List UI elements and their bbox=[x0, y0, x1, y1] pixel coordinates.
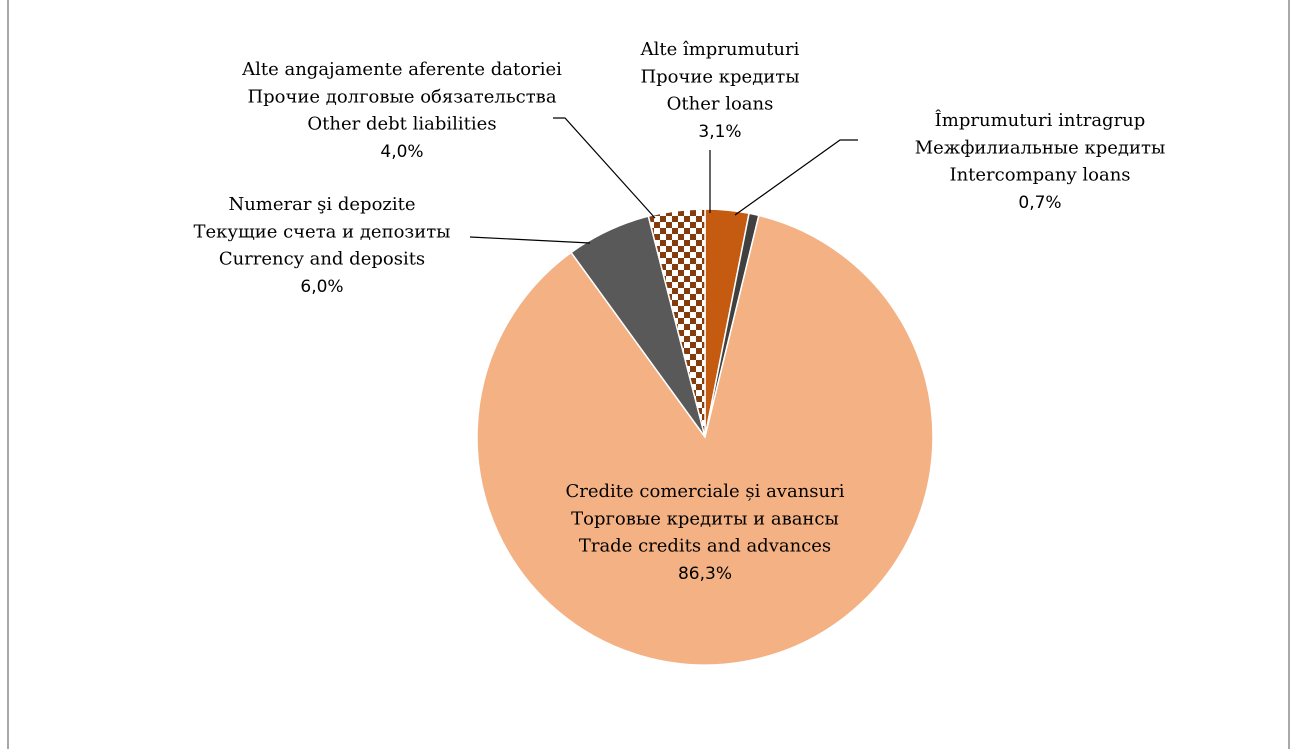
pie-slice bbox=[647, 208, 706, 438]
slice-label: Прочие долговые обязательства bbox=[247, 86, 556, 107]
slice-label: Intercompany loans bbox=[949, 165, 1130, 186]
slice-label: Trade credits and advances bbox=[579, 536, 831, 557]
slice-label: Торговые кредиты и авансы bbox=[571, 508, 839, 529]
slice-label: Other loans bbox=[667, 94, 774, 115]
slice-label: Numerar şi depozite bbox=[228, 194, 415, 215]
slice-label: Împrumuturi intragrup bbox=[935, 108, 1146, 131]
frame bbox=[7, 0, 1290, 749]
leader-line bbox=[553, 117, 656, 219]
slice-label: Alte angajamente aferente datoriei bbox=[241, 59, 562, 80]
value-label: 0,7% bbox=[1018, 193, 1061, 213]
slice-label: Other debt liabilities bbox=[307, 114, 496, 135]
leader-line bbox=[734, 139, 858, 216]
slice-label: Прочие кредиты bbox=[640, 66, 799, 87]
slice-label: Currency and deposits bbox=[219, 249, 425, 270]
value-label: 3,1% bbox=[698, 122, 741, 142]
value-label: 86,3% bbox=[678, 564, 732, 584]
value-label: 4,0% bbox=[380, 142, 423, 162]
pie-slice bbox=[476, 214, 934, 666]
slice-label: Текущие счета и депозиты bbox=[193, 221, 450, 242]
slice-label: Alte împrumuturi bbox=[640, 39, 800, 60]
slice-label: Credite comerciale și avansuri bbox=[566, 481, 845, 502]
value-label: 6,0% bbox=[300, 277, 343, 297]
slice-label: Межфилиальные кредиты bbox=[915, 137, 1166, 158]
leader-line bbox=[469, 236, 591, 244]
